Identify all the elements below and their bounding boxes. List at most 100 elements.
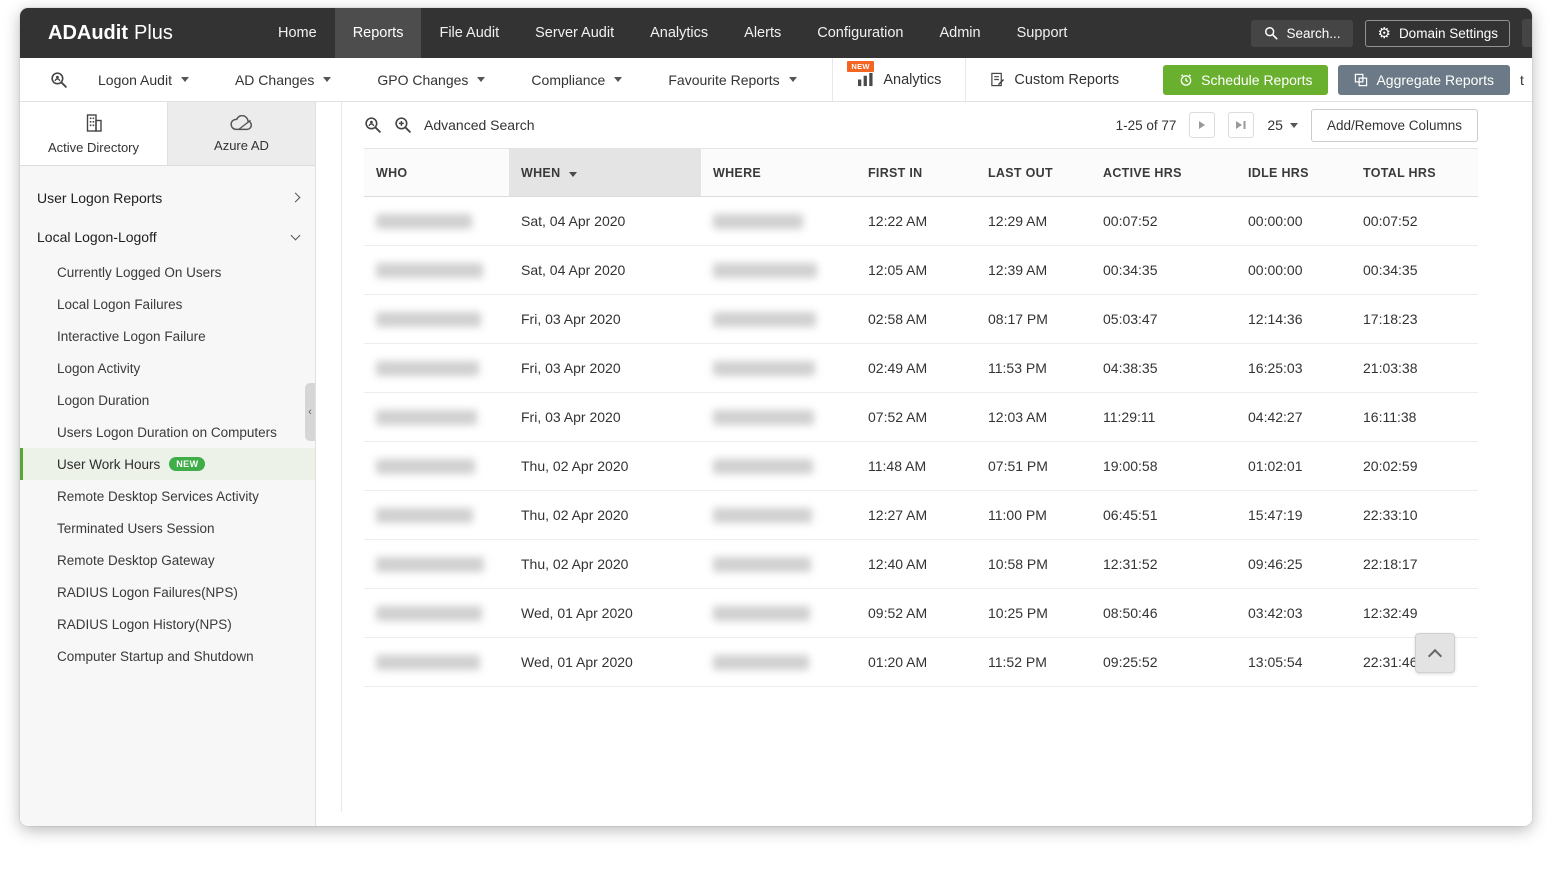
cell-last-out: 07:51 PM	[976, 441, 1091, 491]
sidebar-item-computer-startup-and-shutdown[interactable]: Computer Startup and Shutdown	[20, 640, 315, 672]
add-remove-columns-button[interactable]: Add/Remove Columns	[1310, 108, 1478, 142]
tab-azure-ad[interactable]: Azure AD	[168, 102, 315, 165]
column-header-first-in[interactable]: FIRST IN	[856, 148, 976, 197]
sidebar-collapse-handle[interactable]: ‹	[305, 383, 315, 441]
tab-active-directory[interactable]: Active Directory	[20, 102, 168, 165]
sidebar-group-local-logon-logoff[interactable]: Local Logon-Logoff	[20, 217, 315, 256]
topnav-item-file-audit[interactable]: File Audit	[439, 25, 500, 41]
next-page-button[interactable]	[1189, 112, 1216, 138]
column-search-icon[interactable]	[364, 116, 382, 134]
cell-active-hrs: 06:45:51	[1091, 490, 1236, 540]
cell-when: Fri, 03 Apr 2020	[509, 392, 701, 442]
redacted-user	[376, 556, 484, 572]
sidebar-item-remote-desktop-gateway[interactable]: Remote Desktop Gateway	[20, 544, 315, 576]
report-menu-compliance[interactable]: Compliance	[531, 72, 623, 88]
cell-total-hrs: 21:03:38	[1351, 343, 1478, 393]
redacted-user	[376, 360, 479, 376]
report-category-bar: Logon Audit AD Changes GPO Changes Complian…	[20, 58, 1532, 102]
analytics-tab[interactable]: NEW Analytics	[832, 58, 965, 101]
sidebar-item-currently-logged-on-users[interactable]: Currently Logged On Users	[20, 256, 315, 288]
cloud-icon	[229, 114, 252, 130]
sidebar-item-radius-logon-history-nps[interactable]: RADIUS Logon History(NPS)	[20, 608, 315, 640]
sidebar-item-radius-logon-failures-nps[interactable]: RADIUS Logon Failures(NPS)	[20, 576, 315, 608]
building-icon	[86, 114, 102, 132]
cell-idle-hrs: 16:25:03	[1236, 343, 1351, 393]
cell-when: Thu, 02 Apr 2020	[509, 441, 701, 491]
report-menu-logon-audit[interactable]: Logon Audit	[98, 72, 189, 88]
report-menu-ad-changes[interactable]: AD Changes	[235, 72, 332, 88]
sidebar-item-logon-activity[interactable]: Logon Activity	[20, 352, 315, 384]
column-header-who[interactable]: WHO	[364, 148, 509, 197]
main-content: Advanced Search 1-25 of 77 25 Add/Remove…	[317, 102, 1532, 826]
advanced-search-icon[interactable]	[394, 116, 412, 134]
sidebar-item-label: User Work Hours	[57, 456, 161, 472]
cell-idle-hrs: 01:02:01	[1236, 441, 1351, 491]
table-row[interactable]: Thu, 02 Apr 2020 11:48 AM 07:51 PM 19:00:58…	[364, 441, 1478, 491]
user-search-icon[interactable]	[50, 71, 68, 89]
sidebar-item-label: Remote Desktop Services Activity	[57, 488, 259, 504]
table-row[interactable]: Fri, 03 Apr 2020 02:58 AM 08:17 PM 05:03:47…	[364, 294, 1478, 344]
sidebar-item-users-logon-duration-on-computers[interactable]: Users Logon Duration on Computers	[20, 416, 315, 448]
topnav-item-configuration[interactable]: Configuration	[817, 25, 904, 41]
table-row[interactable]: Thu, 02 Apr 2020 12:40 AM 10:58 PM 12:31:52…	[364, 539, 1478, 589]
app-logo[interactable]: ADAudit Plus	[20, 8, 260, 58]
schedule-reports-button[interactable]: Schedule Reports	[1163, 64, 1329, 95]
cell-last-out: 12:29 AM	[976, 196, 1091, 246]
chevron-down-icon	[180, 77, 189, 82]
topnav-item-admin[interactable]: Admin	[939, 25, 981, 41]
aggregate-reports-button[interactable]: Aggregate Reports	[1338, 64, 1510, 95]
custom-reports-tab[interactable]: Custom Reports	[965, 58, 1143, 101]
topnav-item-home[interactable]: Home	[278, 25, 317, 41]
report-toolbar: Advanced Search 1-25 of 77 25 Add/Remove…	[364, 102, 1492, 148]
sidebar-item-label: RADIUS Logon History(NPS)	[57, 616, 232, 632]
topnav-item-reports[interactable]: Reports	[334, 8, 422, 58]
cell-idle-hrs: 09:46:25	[1236, 539, 1351, 589]
table-row[interactable]: Wed, 01 Apr 2020 01:20 AM 11:52 PM 09:25:52…	[364, 637, 1478, 687]
sidebar-item-remote-desktop-services-activity[interactable]: Remote Desktop Services Activity	[20, 480, 315, 512]
cell-when: Thu, 02 Apr 2020	[509, 490, 701, 540]
column-header-total-hrs[interactable]: TOTAL HRS	[1351, 148, 1478, 197]
report-menu-favourite-reports[interactable]: Favourite Reports	[668, 72, 797, 88]
topnav-item-alerts[interactable]: Alerts	[744, 25, 782, 41]
redacted-computer	[713, 605, 810, 621]
sidebar-item-terminated-users-session[interactable]: Terminated Users Session	[20, 512, 315, 544]
column-header-when[interactable]: WHEN	[509, 148, 701, 197]
column-header-where[interactable]: WHERE	[701, 148, 856, 197]
table-row[interactable]: Sat, 04 Apr 2020 12:22 AM 12:29 AM 00:07:52…	[364, 196, 1478, 246]
redacted-user	[376, 262, 483, 278]
scroll-to-top-button[interactable]	[1415, 633, 1455, 673]
sidebar-item-logon-duration[interactable]: Logon Duration	[20, 384, 315, 416]
sidebar-group-user-logon-reports[interactable]: User Logon Reports	[20, 178, 315, 217]
cell-when: Thu, 02 Apr 2020	[509, 539, 701, 589]
sidebar-item-user-work-hours[interactable]: User Work Hours NEW	[20, 448, 315, 480]
clipped-nav-item[interactable]	[1522, 19, 1532, 47]
table-row[interactable]: Wed, 01 Apr 2020 09:52 AM 10:25 PM 08:50:46…	[364, 588, 1478, 638]
column-header-active-hrs[interactable]: ACTIVE HRS	[1091, 148, 1236, 197]
report-menu-label: GPO Changes	[377, 71, 469, 88]
domain-settings-button[interactable]: ⚙ Domain Settings	[1365, 19, 1510, 47]
sidebar-item-local-logon-failures[interactable]: Local Logon Failures	[20, 288, 315, 320]
column-header-last-out[interactable]: LAST OUT	[976, 148, 1091, 197]
topnav-item-analytics[interactable]: Analytics	[650, 25, 709, 41]
sidebar-item-interactive-logon-failure[interactable]: Interactive Logon Failure	[20, 320, 315, 352]
report-menus: Logon Audit AD Changes GPO Changes Complian…	[98, 72, 797, 88]
clipped-reportbar-item[interactable]: t	[1520, 71, 1524, 88]
global-search-button[interactable]: Search...	[1251, 19, 1354, 47]
sort-desc-icon	[569, 171, 578, 177]
column-header-idle-hrs[interactable]: IDLE HRS	[1236, 148, 1351, 197]
sidebar-item-label: Currently Logged On Users	[57, 264, 222, 280]
table-row[interactable]: Sat, 04 Apr 2020 12:05 AM 12:39 AM 00:34:35…	[364, 245, 1478, 295]
page-size-dropdown[interactable]: 25	[1267, 117, 1298, 133]
table-row[interactable]: Fri, 03 Apr 2020 07:52 AM 12:03 AM 11:29:11…	[364, 392, 1478, 442]
cell-redacted-user	[364, 245, 509, 295]
last-page-icon	[1236, 121, 1246, 129]
cell-redacted-user	[364, 392, 509, 442]
cell-last-out: 11:53 PM	[976, 343, 1091, 393]
topnav-item-server-audit[interactable]: Server Audit	[535, 25, 615, 41]
last-page-button[interactable]	[1228, 112, 1255, 138]
report-menu-gpo-changes[interactable]: GPO Changes	[377, 71, 486, 88]
table-row[interactable]: Thu, 02 Apr 2020 12:27 AM 11:00 PM 06:45:51…	[364, 490, 1478, 540]
topnav-item-support[interactable]: Support	[1016, 25, 1068, 41]
advanced-search-label[interactable]: Advanced Search	[424, 117, 535, 133]
table-row[interactable]: Fri, 03 Apr 2020 02:49 AM 11:53 PM 04:38:35…	[364, 343, 1478, 393]
